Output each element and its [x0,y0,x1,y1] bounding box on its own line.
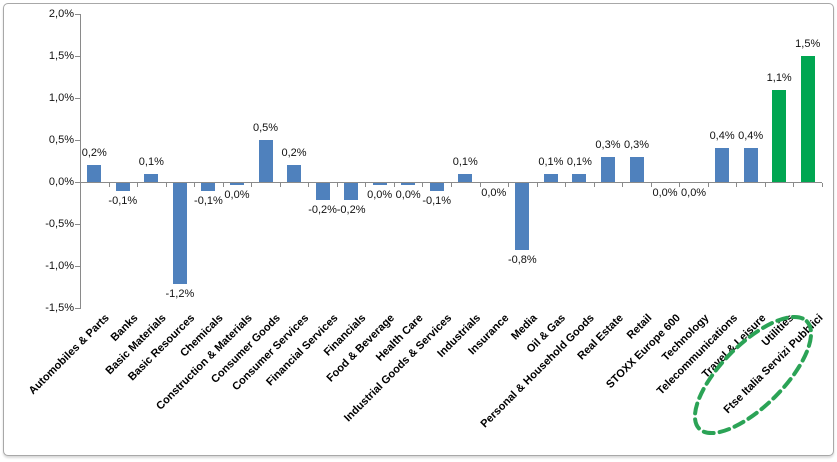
bar-16 [515,183,530,251]
data-label: -1,2% [165,287,195,300]
y-axis-label: -1,0% [45,260,74,272]
x-axis-tick [337,183,338,187]
data-label: 0,1% [138,155,164,168]
y-axis-tick [75,56,80,57]
bar-7 [258,140,273,182]
y-axis-tick [75,98,80,99]
x-axis-tick [280,183,281,187]
data-label: 0,0% [367,189,393,201]
data-label: 0,1% [538,155,564,168]
y-axis-line [80,14,81,309]
bar-1 [87,165,102,182]
x-axis-tick [308,183,309,187]
data-label: 0,3% [595,138,621,151]
bar-11 [372,183,387,185]
y-axis-tick [75,14,80,15]
data-label: 0,1% [566,155,592,168]
x-axis-tick [508,183,509,187]
x-axis-tick [736,183,737,187]
y-axis-label: 0,5% [48,134,74,146]
y-axis-label: -1,5% [45,302,74,314]
bar-18 [572,173,587,182]
bar-23 [715,148,730,182]
x-axis-tick [679,183,680,187]
bar-6 [229,183,244,185]
bar-8 [287,165,302,182]
y-axis-tick [75,266,80,267]
data-label: -0,2% [308,203,337,216]
x-axis-tick [194,183,195,187]
x-axis-tick [365,183,366,187]
bar-10 [344,183,359,200]
data-label: -0,2% [336,203,366,216]
bar-19 [600,156,615,182]
bar-24 [743,148,758,182]
x-axis-tick [166,183,167,187]
x-axis-tick [480,183,481,187]
x-axis-tick [80,183,81,187]
bar-13 [429,183,444,192]
x-axis-tick [223,183,224,187]
bar-14 [458,173,473,182]
data-label: 0,2% [281,147,307,160]
data-label: 0,2% [81,147,107,160]
data-label: 0,0% [224,189,250,201]
x-axis-tick [594,183,595,187]
y-axis-label: 0,0% [48,176,74,188]
bar-12 [401,183,416,185]
data-label: -0,1% [194,195,223,208]
x-axis-tick [793,183,794,187]
data-label: -0,8% [507,254,537,267]
category-label: Automobiles & Parts [26,312,112,397]
x-axis-tick [251,183,252,187]
x-axis-tick [422,183,423,187]
x-axis-tick [708,183,709,187]
x-axis-tick [765,183,766,187]
x-axis-tick [622,183,623,187]
x-axis-tick [109,183,110,187]
bar-25 [772,89,787,182]
y-axis-label: 1,5% [48,50,74,62]
data-label: 0,3% [623,138,650,151]
x-axis-tick [822,183,823,187]
bar-20 [629,156,644,182]
bar-3 [144,173,159,182]
data-label: 0,1% [452,155,478,168]
y-axis-tick [75,308,80,309]
data-label: 0,0% [395,189,421,201]
data-label: 0,0% [681,187,707,199]
data-label: 0,0% [481,187,507,199]
x-axis-tick [394,183,395,187]
y-axis-label: -0,5% [45,218,74,230]
data-label: 0,5% [252,122,279,134]
bar-9 [315,183,330,200]
bar-2 [115,183,130,192]
y-axis-tick [75,224,80,225]
data-label: 0,4% [709,130,735,143]
bar-17 [543,173,558,182]
x-axis-tick [651,183,652,187]
y-axis-label: 2,0% [48,8,74,20]
data-label: -0,1% [108,195,138,208]
data-label: 0,0% [652,187,678,199]
data-label: 1,5% [795,38,821,50]
data-label: 0,4% [738,130,764,143]
x-axis-tick [137,183,138,187]
y-axis-label: 1,0% [48,92,74,104]
x-axis-line [80,182,822,183]
bar-26 [800,56,815,182]
data-label: -0,1% [422,195,452,208]
bar-4 [172,183,187,284]
x-axis-tick [565,183,566,187]
x-axis-tick [537,183,538,187]
x-axis-tick [451,183,452,187]
bar-5 [201,183,216,192]
y-axis-tick [75,140,80,141]
y-axis-tick [75,182,80,183]
data-label: 1,1% [766,71,792,84]
